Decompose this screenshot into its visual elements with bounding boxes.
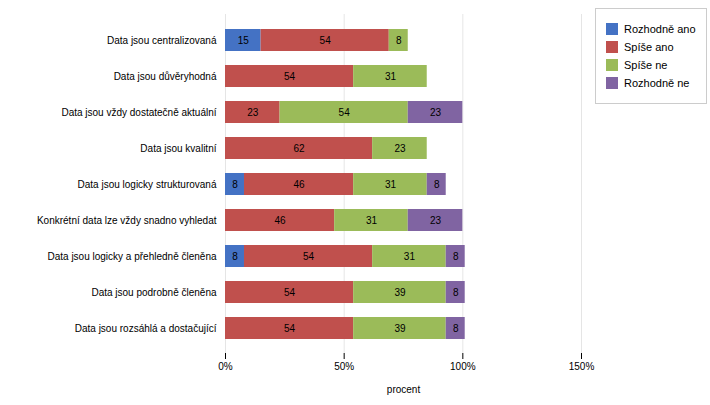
svg-text:46: 46 xyxy=(275,215,287,226)
html-text:Spíše ne: Spíše ne xyxy=(624,59,668,71)
svg-text:8: 8 xyxy=(453,251,459,262)
svg-text:100%: 100% xyxy=(450,361,476,372)
svg-text:62: 62 xyxy=(294,143,306,154)
svg-text:23: 23 xyxy=(247,107,259,118)
html-text:Spíše ano: Spíše ano xyxy=(624,41,674,53)
svg-text:39: 39 xyxy=(394,287,406,298)
svg-text:0%: 0% xyxy=(218,361,233,372)
svg-text:54: 54 xyxy=(284,287,296,298)
svg-text:150%: 150% xyxy=(569,361,595,372)
svg-text:46: 46 xyxy=(294,179,306,190)
svg-text:8: 8 xyxy=(232,179,238,190)
svg-text:8: 8 xyxy=(232,251,238,262)
svg-text:50%: 50% xyxy=(334,361,354,372)
svg-text:39: 39 xyxy=(394,323,406,334)
svg-text:Data jsou podrobně členěna: Data jsou podrobně členěna xyxy=(91,287,217,298)
svg-text:23: 23 xyxy=(430,215,442,226)
svg-text:15: 15 xyxy=(238,35,250,46)
svg-text:Data jsou vždy dostatečně aktu: Data jsou vždy dostatečně aktuální xyxy=(61,107,216,118)
svg-text:8: 8 xyxy=(453,323,459,334)
svg-text:31: 31 xyxy=(366,215,378,226)
svg-text:procent: procent xyxy=(387,384,421,395)
svg-text:8: 8 xyxy=(453,287,459,298)
svg-text:54: 54 xyxy=(284,323,296,334)
svg-text:Data jsou logicky strukturovan: Data jsou logicky strukturovaná xyxy=(78,179,217,190)
svg-text:8: 8 xyxy=(434,179,440,190)
svg-text:54: 54 xyxy=(320,35,332,46)
svg-text:8: 8 xyxy=(396,35,402,46)
svg-text:31: 31 xyxy=(404,251,416,262)
svg-text:54: 54 xyxy=(303,251,315,262)
html-text:Rozhodně ano: Rozhodně ano xyxy=(624,23,696,35)
svg-text:31: 31 xyxy=(385,179,397,190)
svg-text:Konkrétní data lze vždy snadno: Konkrétní data lze vždy snadno vyhledat xyxy=(37,215,217,226)
svg-text:Data jsou logicky a přehledně: Data jsou logicky a přehledně členěna xyxy=(48,251,217,262)
svg-text:54: 54 xyxy=(284,71,296,82)
svg-text:31: 31 xyxy=(385,71,397,82)
svg-text:23: 23 xyxy=(394,143,406,154)
svg-text:Data jsou důvěryhodná: Data jsou důvěryhodná xyxy=(114,71,217,82)
svg-text:23: 23 xyxy=(430,107,442,118)
svg-text:54: 54 xyxy=(339,107,351,118)
html-text:Rozhodně ne: Rozhodně ne xyxy=(624,77,690,89)
svg-text:Data jsou kvalitní: Data jsou kvalitní xyxy=(140,143,216,154)
svg-text:Data jsou rozsáhlá a dostačují: Data jsou rozsáhlá a dostačující xyxy=(75,323,217,334)
svg-text:Data jsou centralizovaná: Data jsou centralizovaná xyxy=(107,35,217,46)
